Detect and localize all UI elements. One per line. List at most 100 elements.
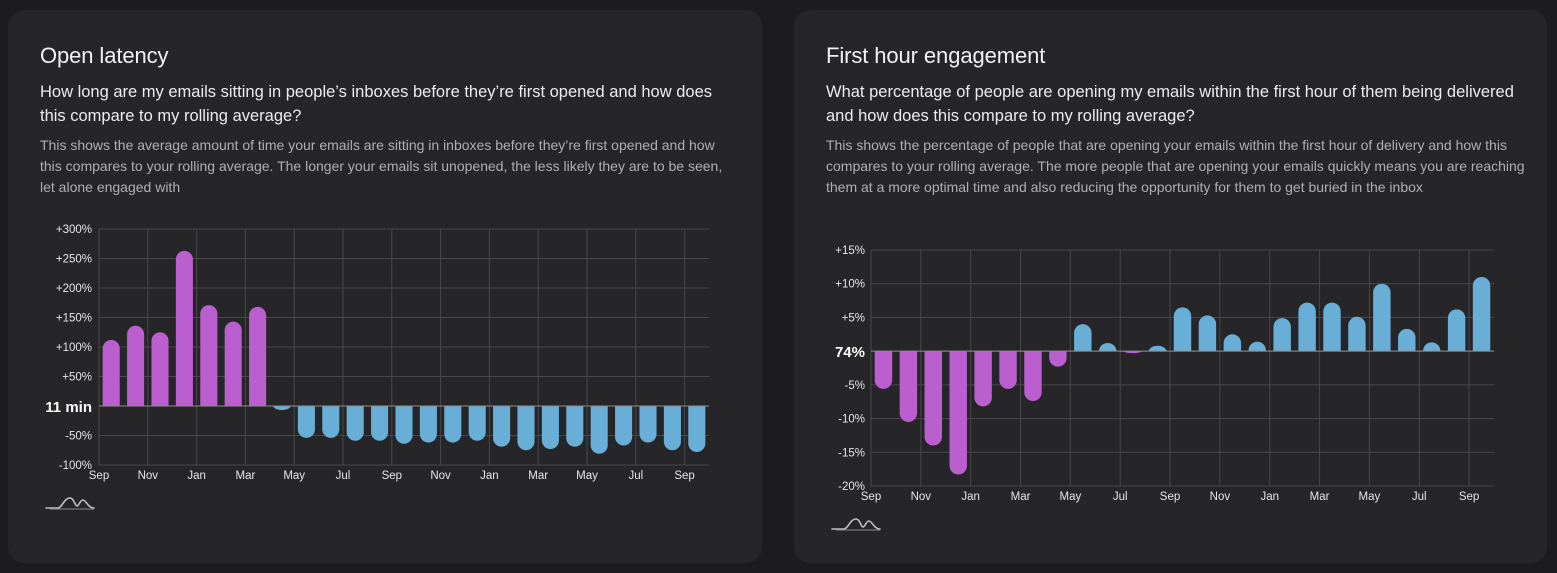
bar[interactable] bbox=[1298, 302, 1316, 352]
card-question: What percentage of people are opening my… bbox=[826, 83, 1514, 125]
x-tick-label: May bbox=[1059, 491, 1081, 503]
bar[interactable] bbox=[395, 406, 413, 444]
x-tick-label: Jul bbox=[1412, 491, 1427, 503]
bar[interactable] bbox=[874, 351, 893, 389]
bar[interactable] bbox=[1148, 345, 1167, 352]
bar[interactable] bbox=[1223, 334, 1242, 352]
bar[interactable] bbox=[200, 305, 218, 406]
x-tick-label: Sep bbox=[382, 470, 402, 482]
bar[interactable] bbox=[1123, 351, 1142, 354]
bar[interactable] bbox=[1422, 342, 1441, 352]
baseline-label: 74% bbox=[835, 344, 865, 361]
x-tick-label: Nov bbox=[1210, 491, 1231, 503]
first-hour-engagement-chart: +15%+10%+5%74%-5%-10%-15%-20%Sep Nov Jan Ma… bbox=[835, 245, 1494, 503]
bar[interactable] bbox=[1173, 307, 1192, 352]
y-tick-label: +150% bbox=[56, 313, 92, 325]
bar[interactable] bbox=[297, 406, 315, 438]
bar[interactable] bbox=[1248, 341, 1266, 352]
x-tick-label: May bbox=[1359, 491, 1381, 503]
x-tick-label: Nov bbox=[430, 470, 451, 482]
y-tick-label: +200% bbox=[56, 283, 92, 295]
open-latency-chart: +300% +250% +200% +150% +100% +50% 11 min -50% -… bbox=[45, 224, 709, 482]
bar[interactable] bbox=[151, 332, 169, 406]
card-description: This shows the percentage of people that… bbox=[826, 137, 1525, 195]
bar[interactable] bbox=[322, 406, 340, 438]
y-tick-label: +15% bbox=[835, 245, 865, 257]
x-tick-label: Jan bbox=[961, 491, 980, 503]
x-tick-label: Sep bbox=[861, 491, 881, 503]
bar[interactable] bbox=[924, 351, 943, 446]
bar[interactable] bbox=[493, 406, 511, 447]
bar[interactable] bbox=[949, 351, 967, 475]
bar[interactable] bbox=[1273, 318, 1291, 352]
bar[interactable] bbox=[1024, 351, 1042, 402]
x-tick-label: Jul bbox=[336, 470, 351, 482]
x-tick-label: Mar bbox=[528, 470, 548, 482]
x-tick-label: Mar bbox=[1011, 491, 1031, 503]
bar[interactable] bbox=[688, 406, 706, 453]
bar[interactable] bbox=[249, 306, 267, 406]
bar[interactable] bbox=[1472, 276, 1491, 352]
bar[interactable] bbox=[974, 351, 992, 407]
y-tick-label: -10% bbox=[838, 414, 865, 426]
y-tick-label: +5% bbox=[842, 312, 865, 324]
bar[interactable] bbox=[1447, 309, 1466, 352]
bar[interactable] bbox=[444, 406, 462, 443]
y-tick-label: -5% bbox=[845, 380, 865, 392]
x-tick-label: Jan bbox=[1260, 491, 1279, 503]
bar[interactable] bbox=[1348, 316, 1366, 352]
bar[interactable] bbox=[517, 406, 535, 451]
baseline-label: 11 min bbox=[45, 399, 92, 416]
x-tick-label: Nov bbox=[138, 470, 159, 482]
card-description: This shows the average amount of time yo… bbox=[40, 137, 723, 195]
y-tick-label: +250% bbox=[56, 254, 92, 266]
bar[interactable] bbox=[273, 406, 291, 411]
bar[interactable] bbox=[1373, 283, 1391, 352]
mountain-wave-logo-icon bbox=[45, 497, 95, 510]
bar[interactable] bbox=[999, 351, 1017, 389]
x-tick-label: Sep bbox=[674, 470, 694, 482]
x-tick-label: Sep bbox=[1459, 491, 1479, 503]
x-tick-label: Jan bbox=[480, 470, 499, 482]
bar[interactable] bbox=[1398, 328, 1416, 352]
bar[interactable] bbox=[1099, 343, 1117, 352]
bar[interactable] bbox=[419, 406, 437, 443]
card-question: How long are my emails sitting in people… bbox=[40, 83, 712, 125]
bar[interactable] bbox=[1198, 315, 1217, 352]
x-tick-label: Nov bbox=[911, 491, 932, 503]
x-tick-label: Mar bbox=[235, 470, 255, 482]
bar[interactable] bbox=[371, 406, 389, 441]
y-tick-label: +50% bbox=[62, 372, 92, 384]
y-tick-label: -20% bbox=[838, 481, 865, 493]
bar[interactable] bbox=[541, 406, 559, 450]
y-tick-label: -15% bbox=[838, 447, 865, 459]
x-tick-label: May bbox=[283, 470, 305, 482]
bar[interactable] bbox=[127, 325, 145, 406]
bar[interactable] bbox=[1323, 302, 1341, 352]
x-tick-label: Mar bbox=[1310, 491, 1330, 503]
bar[interactable] bbox=[899, 351, 918, 422]
bar[interactable] bbox=[566, 406, 584, 447]
bar[interactable] bbox=[468, 406, 486, 441]
x-tick-label: May bbox=[576, 470, 598, 482]
y-tick-label: -100% bbox=[59, 460, 92, 472]
x-tick-label: Jan bbox=[187, 470, 206, 482]
y-tick-label: +10% bbox=[835, 279, 865, 291]
bar[interactable] bbox=[639, 406, 657, 443]
bar[interactable] bbox=[663, 406, 681, 451]
y-tick-label: +300% bbox=[56, 224, 92, 236]
bar[interactable] bbox=[175, 250, 193, 406]
bar[interactable] bbox=[1049, 351, 1067, 367]
y-tick-label: +100% bbox=[56, 342, 92, 354]
bar[interactable] bbox=[1074, 324, 1092, 352]
mountain-wave-logo-icon bbox=[831, 518, 881, 531]
first-hour-engagement-card: First hour engagement What percentage of… bbox=[794, 10, 1547, 563]
bar[interactable] bbox=[224, 321, 242, 406]
bar[interactable] bbox=[102, 339, 120, 406]
card-title: First hour engagement bbox=[826, 43, 1046, 68]
x-tick-label: Jul bbox=[628, 470, 643, 482]
bar[interactable] bbox=[346, 406, 364, 441]
x-tick-label: Sep bbox=[89, 470, 109, 482]
bar[interactable] bbox=[615, 406, 633, 446]
bar[interactable] bbox=[590, 406, 608, 454]
